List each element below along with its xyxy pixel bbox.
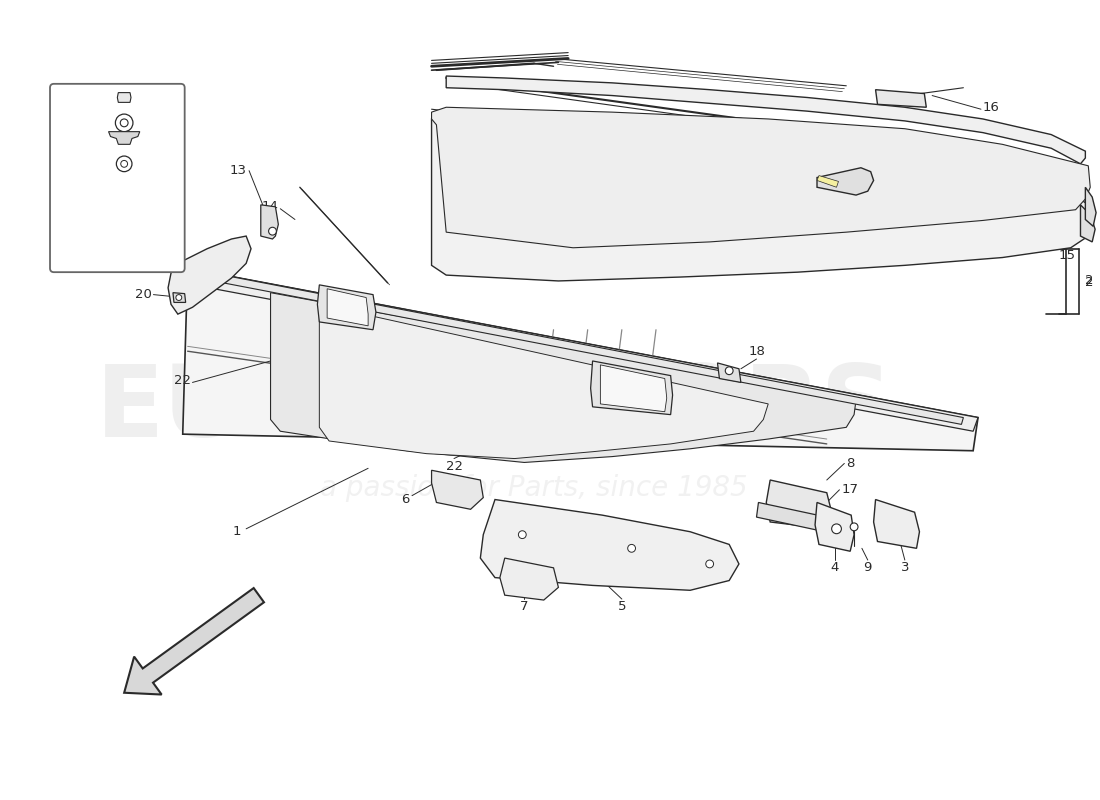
Polygon shape xyxy=(481,499,739,590)
Text: ♪: ♪ xyxy=(628,380,635,390)
Polygon shape xyxy=(817,175,838,187)
Polygon shape xyxy=(1086,187,1096,226)
Polygon shape xyxy=(876,90,926,107)
Polygon shape xyxy=(183,268,964,424)
Circle shape xyxy=(628,545,636,552)
Text: 19: 19 xyxy=(56,116,74,130)
Circle shape xyxy=(832,524,842,534)
Text: 1: 1 xyxy=(232,526,241,538)
Polygon shape xyxy=(601,365,667,412)
FancyBboxPatch shape xyxy=(50,84,185,272)
Polygon shape xyxy=(431,107,1090,248)
Polygon shape xyxy=(1080,205,1096,242)
Text: 5: 5 xyxy=(617,600,626,614)
Polygon shape xyxy=(183,268,978,431)
Text: 10: 10 xyxy=(56,132,74,145)
Text: 3: 3 xyxy=(901,562,909,574)
Polygon shape xyxy=(319,304,768,458)
Polygon shape xyxy=(173,293,186,302)
Text: a passion for Parts, since 1985: a passion for Parts, since 1985 xyxy=(320,474,748,502)
Polygon shape xyxy=(767,480,832,529)
Text: 21: 21 xyxy=(134,259,152,272)
Text: 6: 6 xyxy=(402,493,409,506)
Polygon shape xyxy=(318,285,376,330)
Text: 15: 15 xyxy=(1059,249,1076,262)
Text: 14: 14 xyxy=(262,200,278,214)
Circle shape xyxy=(116,114,133,132)
Polygon shape xyxy=(591,361,672,414)
Polygon shape xyxy=(499,558,559,600)
Polygon shape xyxy=(817,168,873,195)
Text: 7: 7 xyxy=(520,600,528,614)
Text: 17: 17 xyxy=(842,483,858,496)
Polygon shape xyxy=(327,289,368,326)
Polygon shape xyxy=(431,470,483,510)
Polygon shape xyxy=(168,236,251,314)
Circle shape xyxy=(706,560,714,568)
Text: 8: 8 xyxy=(846,457,855,470)
Polygon shape xyxy=(447,76,1086,164)
Text: 22: 22 xyxy=(174,374,190,387)
Circle shape xyxy=(268,227,276,235)
Text: EUROMOTORS: EUROMOTORS xyxy=(96,362,894,458)
Text: 2: 2 xyxy=(1086,277,1093,290)
Circle shape xyxy=(176,294,182,301)
Text: 18: 18 xyxy=(748,345,764,358)
Text: 13: 13 xyxy=(229,164,246,177)
Polygon shape xyxy=(118,93,131,102)
Circle shape xyxy=(518,530,526,538)
Text: 4: 4 xyxy=(830,562,839,574)
Text: 12: 12 xyxy=(56,90,74,103)
Text: 22: 22 xyxy=(446,460,462,473)
Polygon shape xyxy=(873,499,920,548)
Text: 20: 20 xyxy=(134,288,152,301)
Polygon shape xyxy=(717,363,741,382)
Polygon shape xyxy=(757,502,827,532)
Polygon shape xyxy=(183,268,978,450)
Polygon shape xyxy=(431,117,1090,281)
Circle shape xyxy=(121,161,128,167)
FancyArrow shape xyxy=(124,588,264,694)
Polygon shape xyxy=(815,502,854,551)
Text: 16: 16 xyxy=(983,101,1000,114)
Text: 2: 2 xyxy=(1086,274,1093,287)
Text: 11: 11 xyxy=(56,158,74,170)
Circle shape xyxy=(725,367,733,374)
Polygon shape xyxy=(271,293,856,462)
Polygon shape xyxy=(109,132,140,144)
Circle shape xyxy=(117,156,132,172)
Polygon shape xyxy=(261,205,278,239)
Circle shape xyxy=(120,119,128,126)
Text: 9: 9 xyxy=(864,562,872,574)
Circle shape xyxy=(850,523,858,530)
